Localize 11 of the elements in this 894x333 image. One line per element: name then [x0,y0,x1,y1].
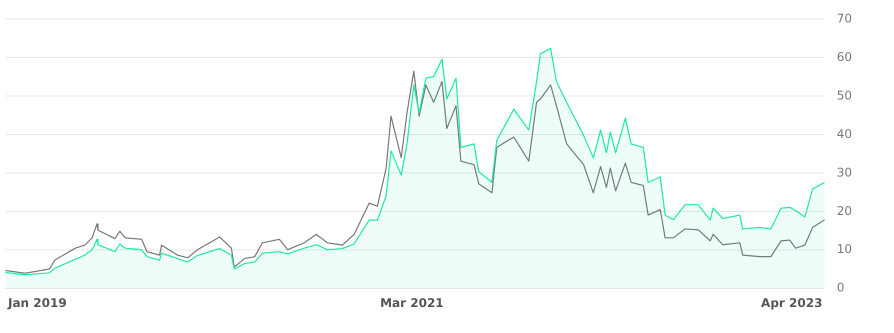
y-tick-label: 70 [836,11,852,26]
y-tick-label: 0 [836,280,844,295]
y-tick-label: 40 [836,126,852,141]
x-tick-label: Apr 2023 [761,296,822,310]
y-tick-label: 30 [836,165,852,180]
y-tick-label: 20 [836,204,852,218]
x-tick-label: Jan 2019 [6,296,67,310]
y-tick-label: 60 [836,50,852,64]
x-tick-label: Mar 2021 [380,296,444,310]
y-tick-label: 10 [836,242,852,256]
y-tick-label: 50 [836,88,852,102]
